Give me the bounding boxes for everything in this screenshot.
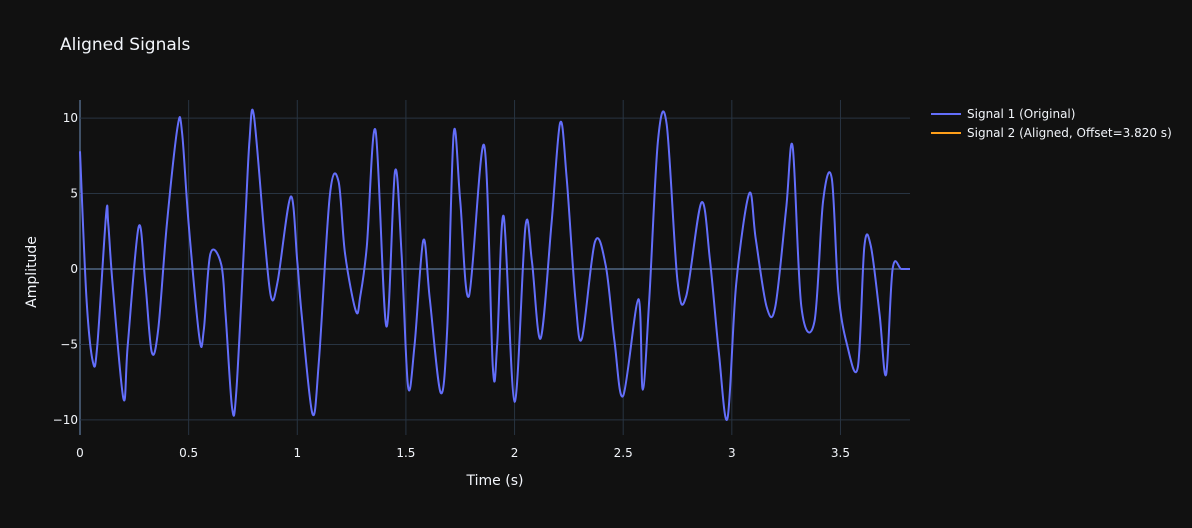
x-axis-title: Time (s) — [466, 473, 524, 489]
x-tick-label: 0.5 — [179, 446, 198, 460]
chart-title: Aligned Signals — [60, 35, 191, 55]
x-tick-label: 1 — [293, 446, 301, 460]
x-tick-label: 2 — [511, 446, 519, 460]
y-tick-label: 0 — [70, 262, 78, 276]
x-tick-label: 1.5 — [396, 446, 415, 460]
legend-item-signal-2[interactable]: Signal 2 (Aligned, Offset=3.820 s) — [931, 126, 1172, 140]
plot-area — [80, 100, 910, 435]
legend-item-signal-1[interactable]: Signal 1 (Original) — [931, 107, 1075, 121]
x-tick-label: 3.5 — [831, 446, 850, 460]
legend[interactable]: Signal 1 (Original) Signal 2 (Aligned, O… — [931, 107, 1172, 140]
y-axis-title: Amplitude — [24, 236, 40, 308]
series-layer — [79, 108, 910, 421]
y-tick-label: −5 — [60, 337, 78, 351]
tick-layer: 0 0.5 1 1.5 2 2.5 3 3.5 10 5 0 −5 −10 — [53, 111, 850, 460]
legend-label-signal-2: Signal 2 (Aligned, Offset=3.820 s) — [967, 126, 1172, 140]
x-tick-label: 2.5 — [614, 446, 633, 460]
legend-label-signal-1: Signal 1 (Original) — [967, 107, 1075, 121]
x-tick-label: 3 — [728, 446, 736, 460]
series-line-1[interactable] — [79, 108, 910, 421]
x-tick-label: 0 — [76, 446, 84, 460]
y-tick-label: 5 — [70, 187, 78, 201]
y-tick-label: −10 — [53, 413, 78, 427]
y-tick-label: 10 — [63, 111, 78, 125]
